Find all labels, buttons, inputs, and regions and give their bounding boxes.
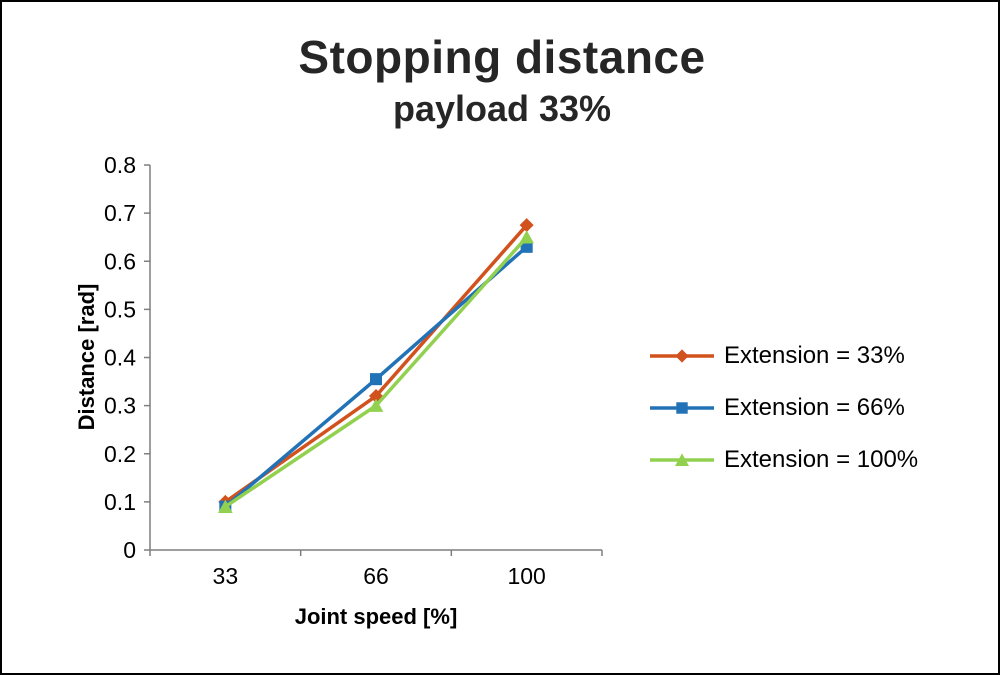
triangle-marker (368, 398, 384, 412)
legend-label-0: Extension = 33% (724, 342, 905, 369)
y-tick-label: 0.7 (104, 200, 136, 226)
chart-title: Stopping distance (298, 31, 706, 83)
y-tick-label: 0.8 (104, 152, 136, 178)
legend-key-2 (650, 453, 714, 466)
y-tick-label: 0.2 (104, 441, 136, 467)
square-marker (520, 240, 533, 253)
diamond-marker (675, 349, 689, 363)
y-tick-label: 0 (123, 537, 136, 563)
legend: Extension = 33% Extension = 66% Extension … (650, 342, 918, 474)
y-tick-label: 0.3 (104, 393, 136, 419)
legend-label-1: Extension = 66% (724, 394, 905, 421)
square-marker (676, 402, 688, 414)
y-tick-label: 0.5 (104, 296, 136, 322)
chart-subtitle: payload 33% (392, 88, 612, 129)
x-tick-label: 66 (363, 563, 389, 589)
y-tick-label: 0.1 (104, 489, 136, 515)
x-tick-label: 33 (213, 563, 239, 589)
triangle-marker (675, 453, 689, 466)
triangle-marker (217, 499, 233, 513)
legend-item-1: Extension = 66% (650, 394, 918, 422)
square-marker (369, 373, 383, 386)
triangle-marker (519, 230, 535, 244)
series-line-0 (224, 223, 528, 504)
legend-key-0 (650, 349, 714, 363)
legend-item-2: Extension = 100% (650, 446, 918, 474)
y-tick-label: 0.6 (104, 248, 136, 274)
diamond-marker (519, 218, 534, 233)
x-tick-label: 100 (507, 563, 545, 589)
y-tick-label: 0.4 (104, 345, 136, 371)
legend-label-2: Extension = 100% (724, 446, 919, 473)
legend-key-1 (650, 402, 714, 414)
x-axis-title: Joint speed [%] (294, 604, 458, 629)
legend-item-0: Extension = 33% (650, 342, 918, 370)
